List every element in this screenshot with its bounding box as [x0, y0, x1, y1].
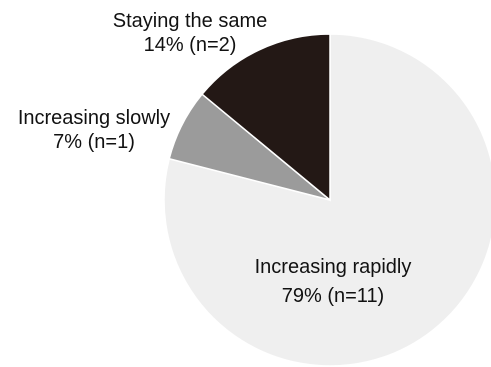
slice-label-increasing-rapidly-value: 79% (n=11) [282, 285, 384, 307]
slice-label-staying-the-same: Staying the same 14% (n=2) [113, 10, 268, 56]
slice-label-increasing-rapidly-name: Increasing rapidly [255, 256, 412, 278]
slice-label-increasing-slowly: Increasing slowly 7% (n=1) [18, 107, 170, 153]
pie-slice-staying-the-same [201, 33, 331, 202]
slice-label-staying-the-same-value: 14% (n=2) [144, 34, 237, 56]
slice-label-increasing-slowly-name: Increasing slowly [18, 107, 170, 129]
slices-layer [163, 33, 491, 367]
labels-layer: Increasing rapidly 79% (n=11) Increasing… [18, 10, 412, 307]
slice-label-staying-the-same-name: Staying the same [113, 10, 268, 32]
slice-label-increasing-slowly-value: 7% (n=1) [53, 131, 135, 153]
slice-label-increasing-rapidly: Increasing rapidly 79% (n=11) [255, 256, 412, 307]
